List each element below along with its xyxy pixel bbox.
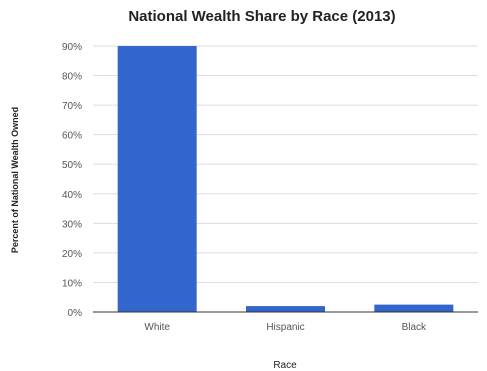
bars — [117, 46, 454, 312]
y-tick-label: 80% — [62, 72, 82, 83]
bar-white — [117, 46, 197, 312]
y-tick-label: 90% — [62, 42, 82, 53]
y-tick-label: 30% — [62, 219, 82, 230]
y-tick-label: 10% — [62, 278, 82, 289]
x-tick-label: Black — [402, 322, 427, 333]
chart-title: National Wealth Share by Race (2013) — [128, 8, 395, 25]
y-tick-label: 20% — [62, 249, 82, 260]
y-axis-ticks: 0% 10% 20% 30% 40% 50% 60% 70% 80% 90% — [62, 42, 82, 319]
y-tick-label: 60% — [62, 131, 82, 142]
y-tick-label: 0% — [68, 308, 83, 319]
y-tick-label: 50% — [62, 160, 82, 171]
y-tick-label: 70% — [62, 101, 82, 112]
x-axis-label: Race — [273, 360, 297, 371]
x-tick-label: White — [144, 322, 170, 333]
y-axis-label: Percent of National Wealth Owned — [10, 107, 20, 253]
bar-black — [374, 304, 454, 312]
x-axis-ticks: White Hispanic Black — [144, 322, 427, 333]
y-tick-label: 40% — [62, 190, 82, 201]
bar-hispanic — [246, 306, 325, 312]
x-tick-label: Hispanic — [266, 322, 304, 333]
